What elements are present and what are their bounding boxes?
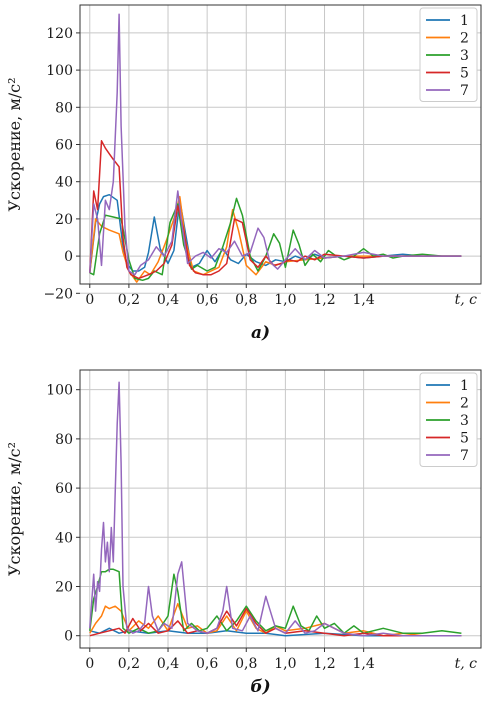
y-axis-label: Ускорение, м/с²	[5, 77, 24, 211]
x-axis-label: t, c	[455, 292, 478, 308]
x-tick-label: 0	[85, 656, 94, 672]
x-tick-label: 1,4	[353, 292, 375, 308]
series-line-7	[89, 381, 462, 637]
x-tick-label: 0,8	[235, 292, 257, 308]
y-tick-label: 20	[55, 212, 73, 228]
y-tick-label: 60	[55, 481, 73, 497]
legend: 1 23 57	[419, 372, 478, 467]
legend-label-2: 2	[460, 396, 469, 412]
legend: 1 23 57	[419, 7, 478, 102]
x-tick-label: 1,4	[353, 656, 375, 672]
series-line-1	[89, 627, 462, 637]
legend-label-1: 1	[460, 13, 469, 29]
chart-panel-2: 0 0,2 0,4 0,6 0,8 1,0 1,2 1,4 0 20 40 60 80 100 t, c Ус…	[5, 369, 482, 697]
y-tick-label: 0	[64, 629, 73, 645]
legend-label-7: 7	[460, 448, 469, 464]
y-tick-label: 40	[55, 175, 73, 191]
y-tick-label: 120	[46, 26, 73, 42]
y-tick-label: 80	[55, 432, 73, 448]
x-tick-label: 0	[85, 292, 94, 308]
panel-caption: б)	[250, 677, 270, 697]
x-tick-label: 1,0	[274, 656, 296, 672]
x-axis-label: t, c	[455, 656, 478, 672]
series-line-5	[89, 140, 462, 280]
x-tick-label: 0,4	[157, 292, 179, 308]
x-tick-label: 0,4	[157, 656, 179, 672]
series-line-2	[89, 602, 462, 637]
y-tick-label: 60	[55, 138, 73, 154]
y-tick-label: 100	[46, 383, 73, 399]
panel-caption: а)	[251, 323, 270, 343]
series-line-3	[89, 568, 462, 634]
y-tick-label: 40	[55, 530, 73, 546]
x-tick-label: 0,2	[118, 656, 140, 672]
series-line-2	[89, 195, 462, 283]
y-tick-label: 80	[55, 100, 73, 116]
y-tick-label: −20	[43, 286, 73, 302]
plot-frame	[79, 4, 482, 285]
legend-label-5: 5	[460, 431, 469, 447]
legend-label-2: 2	[460, 31, 469, 47]
y-tick-label: 20	[55, 579, 73, 595]
x-tick-label: 1,2	[313, 656, 335, 672]
series-line-7	[89, 13, 462, 276]
y-tick-label: 0	[64, 249, 73, 265]
x-tick-label: 0,6	[196, 656, 218, 672]
x-tick-label: 0,2	[118, 292, 140, 308]
legend-label-5: 5	[460, 66, 469, 82]
series-line-5	[89, 607, 462, 637]
y-axis-label: Ускорение, м/с²	[5, 442, 24, 576]
x-tick-label: 0,8	[235, 656, 257, 672]
legend-label-3: 3	[460, 413, 469, 429]
plot-frame	[79, 369, 482, 649]
chart-panel-1: 0 0,2 0,4 0,6 0,8 1,0 1,2 1,4 −20 0 20 40 60 80 100 120…	[5, 4, 482, 343]
legend-label-7: 7	[460, 83, 469, 99]
x-tick-label: 0,6	[196, 292, 218, 308]
x-tick-label: 1,0	[274, 292, 296, 308]
series-line-3	[89, 197, 462, 282]
y-tick-label: 100	[46, 63, 73, 79]
x-tick-label: 1,2	[313, 292, 335, 308]
legend-label-1: 1	[460, 378, 469, 394]
legend-label-3: 3	[460, 48, 469, 64]
